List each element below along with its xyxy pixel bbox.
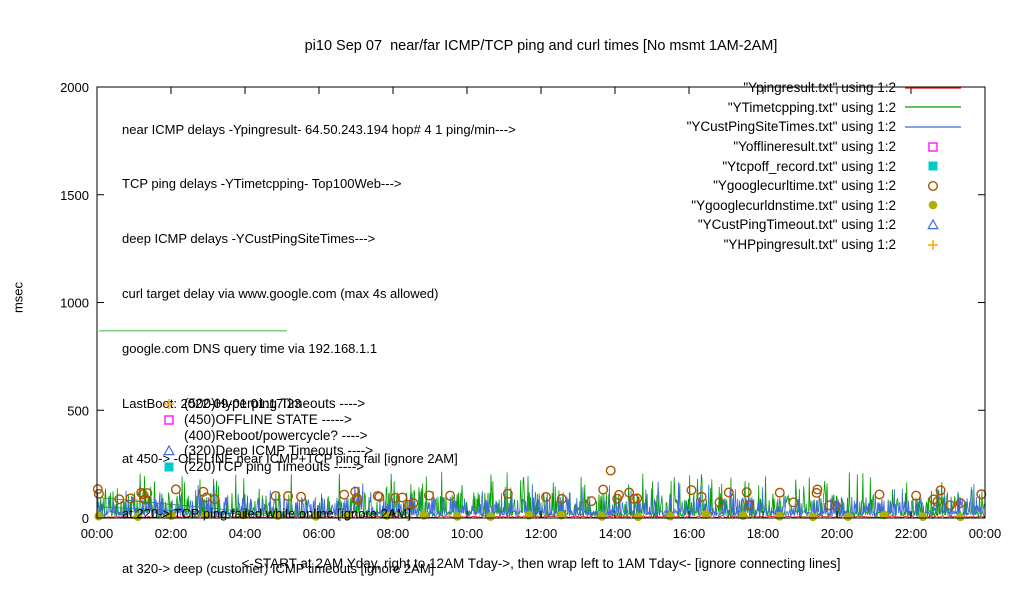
svg-text:00:00: 00:00 bbox=[969, 526, 1002, 541]
svg-text:10:00: 10:00 bbox=[451, 526, 484, 541]
cyan-filled-square-icon bbox=[928, 161, 938, 171]
key-entry: "Ygooglecurltime.txt" using 1:2 bbox=[560, 176, 965, 196]
open-triangle-icon bbox=[163, 444, 175, 456]
key-label: "Ygooglecurltime.txt" using 1:2 bbox=[713, 178, 896, 194]
key-entry: "YTimetcpping.txt" using 1:2 bbox=[560, 98, 965, 118]
key-label: "Ygooglecurldnstime.txt" using 1:2 bbox=[691, 197, 896, 213]
svg-text:2000: 2000 bbox=[60, 80, 89, 95]
key-label: "YTimetcpping.txt" using 1:2 bbox=[727, 99, 896, 115]
key-entry: "YCustPingSiteTimes.txt" using 1:2 bbox=[560, 117, 965, 137]
annotation-line: google.com DNS query time via 192.168.1.… bbox=[122, 341, 378, 357]
chart-title: pi10 Sep 07 near/far ICMP/TCP ping and c… bbox=[304, 38, 778, 54]
key-label: "Ytcpoff_record.txt" using 1:2 bbox=[722, 158, 896, 174]
empty-marker bbox=[162, 427, 178, 443]
key-label: "Yofflineresult.txt" using 1:2 bbox=[733, 139, 896, 155]
svg-text:18:00: 18:00 bbox=[747, 526, 780, 541]
threshold-note-label: (220)TCP ping Timeouts -----> bbox=[184, 459, 365, 475]
key-entry: "YCustPingTimeout.txt" using 1:2 bbox=[560, 215, 965, 235]
threshold-note-label: (320)Deep ICMP Timeouts ----> bbox=[184, 443, 374, 459]
green-line-sample-icon bbox=[905, 106, 961, 109]
svg-text:02:00: 02:00 bbox=[155, 526, 188, 541]
annotation-block: near ICMP delays -Ypingresult- 64.50.243… bbox=[122, 84, 516, 600]
key-entry: "Ypingresult.txt" using 1:2 bbox=[560, 78, 965, 98]
svg-text:00:00: 00:00 bbox=[81, 526, 114, 541]
blue-line-sample-icon bbox=[905, 126, 961, 128]
threshold-marker-legend: (500)Hyperping Timeouts ----> (450)OFFLI… bbox=[162, 396, 373, 474]
svg-text:500: 500 bbox=[67, 403, 89, 418]
plus-icon bbox=[164, 398, 174, 409]
blue-open-triangle-icon bbox=[927, 218, 939, 230]
svg-text:04:00: 04:00 bbox=[229, 526, 262, 541]
filled-square-icon bbox=[164, 462, 174, 472]
threshold-note-row: (400)Reboot/powercycle? ----> bbox=[162, 427, 373, 443]
y-axis-title: msec bbox=[10, 281, 26, 314]
annotation-line: at 220-> TCP ping failed while online [i… bbox=[122, 505, 411, 521]
key-entry: "Ytcpoff_record.txt" using 1:2 bbox=[560, 156, 965, 176]
threshold-note-row: (500)Hyperping Timeouts ----> bbox=[162, 396, 373, 412]
annotation-line: deep ICMP delays -YCustPingSiteTimes---> bbox=[122, 231, 376, 247]
open-square-icon bbox=[164, 414, 174, 425]
svg-text:06:00: 06:00 bbox=[303, 526, 336, 541]
svg-text:14:00: 14:00 bbox=[599, 526, 632, 541]
key-entry: "Ygooglecurldnstime.txt" using 1:2 bbox=[560, 196, 965, 216]
magenta-open-square-icon bbox=[928, 141, 938, 152]
olive-filled-circle-icon bbox=[928, 201, 938, 210]
threshold-note-label: (400)Reboot/powercycle? ----> bbox=[184, 427, 368, 443]
key-label: "YCustPingTimeout.txt" using 1:2 bbox=[697, 217, 896, 233]
annotation-line: TCP ping delays -YTimetcpping- Top100Web… bbox=[122, 176, 402, 192]
threshold-note-row: (450)OFFLINE STATE -----> bbox=[162, 412, 373, 428]
annotation-line: curl target delay via www.google.com (ma… bbox=[122, 286, 439, 302]
key-label: "Ypingresult.txt" using 1:2 bbox=[743, 80, 896, 96]
key-entry: "YHPpingresult.txt" using 1:2 bbox=[560, 235, 965, 255]
key-label: "YHPpingresult.txt" using 1:2 bbox=[723, 237, 896, 253]
key-entry: "Yofflineresult.txt" using 1:2 bbox=[560, 137, 965, 157]
key-label: "YCustPingSiteTimes.txt" using 1:2 bbox=[686, 119, 896, 135]
threshold-note-row: (320)Deep ICMP Timeouts ----> bbox=[162, 443, 373, 459]
svg-text:22:00: 22:00 bbox=[895, 526, 928, 541]
threshold-note-row: (220)TCP ping Timeouts -----> bbox=[162, 459, 373, 475]
annotation-line: LastBoot: 2022-09-01 01:17:23 bbox=[122, 396, 302, 412]
orange-open-circle-icon bbox=[928, 180, 939, 191]
svg-text:12:00: 12:00 bbox=[525, 526, 558, 541]
svg-text:20:00: 20:00 bbox=[821, 526, 854, 541]
annotation-line: at 450-> -OFFLINE near ICMP+TCP ping fai… bbox=[122, 450, 458, 466]
svg-text:16:00: 16:00 bbox=[673, 526, 706, 541]
plot-key: "Ypingresult.txt" using 1:2 "YTimetcppin… bbox=[560, 78, 965, 254]
svg-text:0: 0 bbox=[82, 511, 89, 526]
threshold-note-label: (500)Hyperping Timeouts ----> bbox=[184, 396, 366, 412]
annotation-line: near ICMP delays -Ypingresult- 64.50.243… bbox=[122, 121, 516, 137]
threshold-note-label: (450)OFFLINE STATE -----> bbox=[184, 412, 352, 428]
orange-plus-icon bbox=[928, 239, 938, 250]
annotation-line: at 320-> deep (customer) ICMP timeouts [… bbox=[122, 560, 435, 576]
svg-text:1000: 1000 bbox=[60, 296, 89, 311]
red-line-sample-icon bbox=[905, 87, 961, 89]
svg-text:08:00: 08:00 bbox=[377, 526, 410, 541]
svg-text:1500: 1500 bbox=[60, 188, 89, 203]
x-axis-title: <-START at 2AM Yday, right to 12AM Tday-… bbox=[241, 556, 841, 571]
